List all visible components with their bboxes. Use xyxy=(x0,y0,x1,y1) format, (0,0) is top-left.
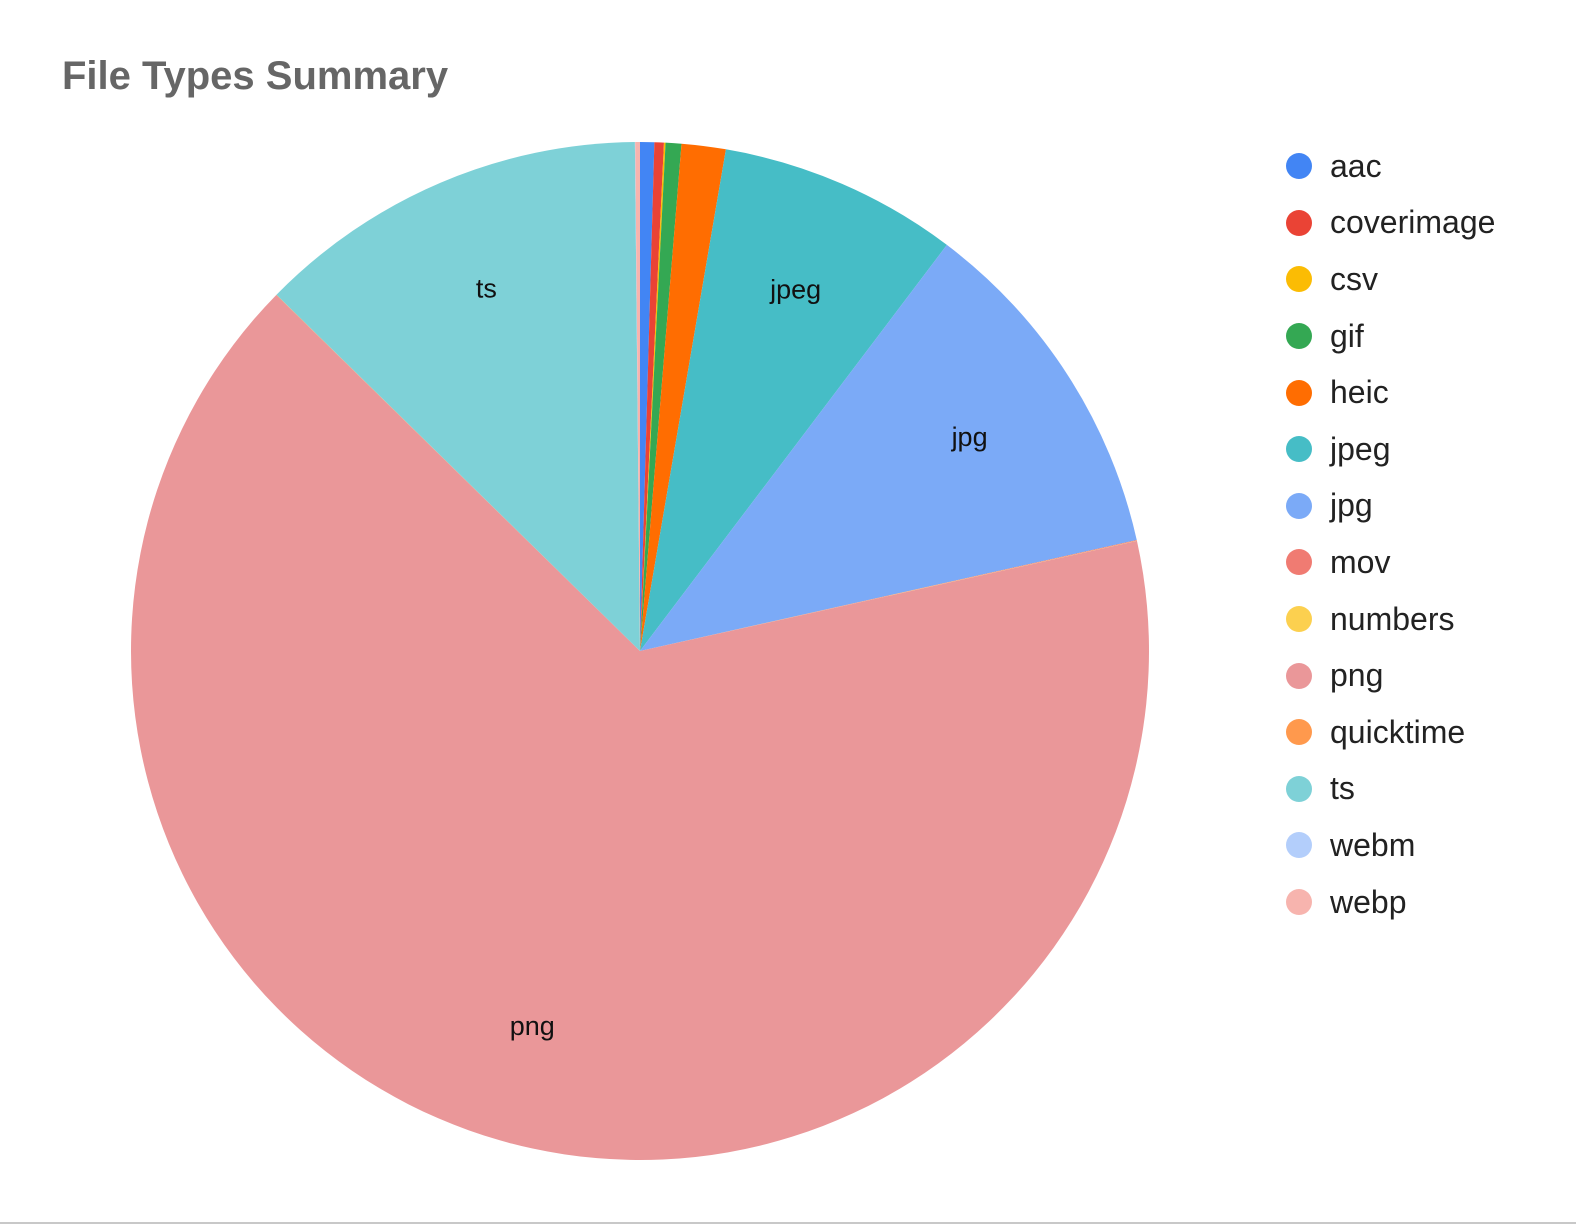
pie-slice-csv xyxy=(640,142,666,651)
legend-swatch-icon xyxy=(1286,832,1312,859)
pie-slice-gif xyxy=(640,142,682,651)
legend-label: webm xyxy=(1330,826,1416,863)
chart-title: File Types Summary xyxy=(62,54,449,98)
legend-item-png: png xyxy=(1286,647,1495,704)
legend-swatch-icon xyxy=(1286,209,1312,236)
legend-label: heic xyxy=(1330,374,1389,411)
legend-item-coverimage: coverimage xyxy=(1286,195,1495,252)
pie-slice-jpeg xyxy=(640,149,947,652)
slice-label-jpeg: jpeg xyxy=(769,274,821,304)
legend-label: mov xyxy=(1330,543,1391,580)
pie-slice-quicktime xyxy=(276,294,640,651)
pie-slice-webm xyxy=(634,142,640,651)
legend-item-gif: gif xyxy=(1286,308,1495,365)
pie-slice-aac xyxy=(640,142,655,651)
slice-label-jpg: jpg xyxy=(951,422,988,452)
pie-slice-coverimage xyxy=(640,142,664,652)
legend-swatch-icon xyxy=(1286,492,1312,519)
legend-item-aac: aac xyxy=(1286,138,1495,195)
legend-swatch-icon xyxy=(1286,719,1312,746)
pie-slice-numbers xyxy=(640,540,1137,651)
legend-label: quicktime xyxy=(1330,713,1466,750)
legend-item-jpeg: jpeg xyxy=(1286,421,1495,478)
legend-swatch-icon xyxy=(1286,379,1312,406)
legend-swatch-icon xyxy=(1286,775,1312,802)
slice-label-png: png xyxy=(510,1011,555,1041)
legend-item-heic: heic xyxy=(1286,364,1495,421)
bottom-divider xyxy=(0,1222,1576,1224)
legend-item-jpg: jpg xyxy=(1286,478,1495,535)
legend-label: numbers xyxy=(1330,600,1455,637)
pie-slice-heic xyxy=(640,143,726,652)
pie-slice-ts xyxy=(276,142,640,651)
legend-swatch-icon xyxy=(1286,606,1312,633)
legend-label: gif xyxy=(1330,317,1364,354)
legend-swatch-icon xyxy=(1286,323,1312,350)
pie-slice-jpg xyxy=(640,244,1137,652)
legend-item-mov: mov xyxy=(1286,534,1495,591)
legend-item-ts: ts xyxy=(1286,761,1495,818)
legend-label: jpg xyxy=(1330,487,1373,524)
legend-swatch-icon xyxy=(1286,436,1312,463)
pie-slice-webp xyxy=(635,142,640,651)
legend: aac coverimage csv gif heic jpeg jpg mov numbers… xyxy=(1286,138,1495,930)
legend-swatch-icon xyxy=(1286,662,1312,689)
legend-item-webm: webm xyxy=(1286,817,1495,874)
legend-swatch-icon xyxy=(1286,153,1312,180)
legend-label: ts xyxy=(1330,770,1355,807)
legend-label: jpeg xyxy=(1330,430,1391,467)
legend-item-quicktime: quicktime xyxy=(1286,704,1495,761)
legend-label: csv xyxy=(1330,260,1378,297)
legend-swatch-icon xyxy=(1286,889,1312,916)
legend-label: aac xyxy=(1330,147,1382,184)
legend-item-numbers: numbers xyxy=(1286,591,1495,648)
legend-item-webp: webp xyxy=(1286,874,1495,931)
legend-label: coverimage xyxy=(1330,204,1496,241)
legend-swatch-icon xyxy=(1286,266,1312,293)
pie-slice-png xyxy=(131,294,1150,1161)
pie-slice-mov xyxy=(640,539,1137,651)
slice-label-ts: ts xyxy=(476,274,497,304)
legend-item-csv: csv xyxy=(1286,251,1495,308)
legend-label: png xyxy=(1330,657,1384,694)
legend-label: webp xyxy=(1330,883,1407,920)
legend-swatch-icon xyxy=(1286,549,1312,576)
